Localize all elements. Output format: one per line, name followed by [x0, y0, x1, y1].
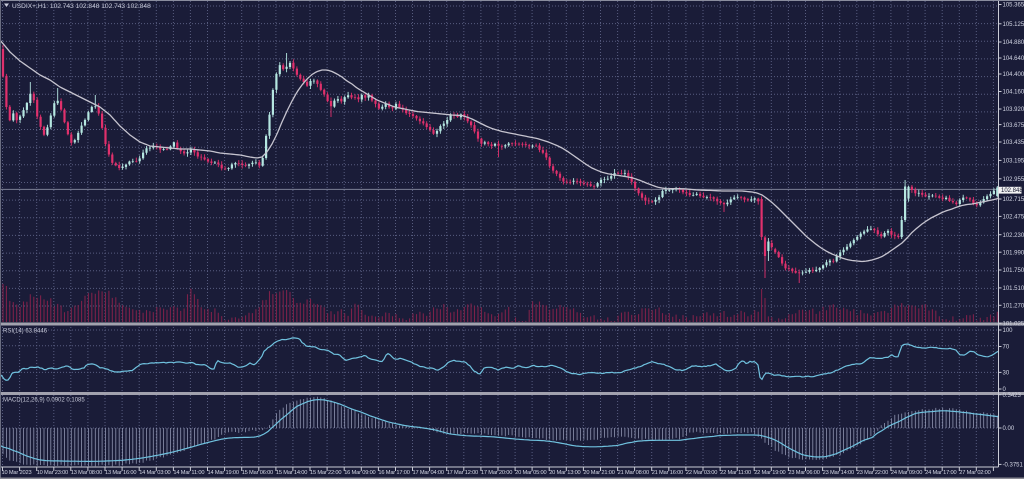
svg-text:17 Mar 20:00: 17 Mar 20:00 — [481, 470, 512, 476]
svg-text:15 Mar 06:00: 15 Mar 06:00 — [242, 470, 273, 476]
svg-text:21 Mar 08:00: 21 Mar 08:00 — [618, 470, 649, 476]
svg-text:104.400: 104.400 — [1003, 72, 1024, 78]
svg-text:101.750: 101.750 — [1003, 268, 1024, 274]
svg-text:USDIX+,H1: 102.743 102.848 102: USDIX+,H1: 102.743 102.848 102.743 102.8… — [12, 3, 151, 10]
svg-text:23 Mar 06:00: 23 Mar 06:00 — [788, 470, 819, 476]
svg-text:24 Mar 17:00: 24 Mar 17:00 — [925, 470, 956, 476]
svg-text:24 Mar 09:00: 24 Mar 09:00 — [891, 470, 922, 476]
svg-text:101.270: 101.270 — [1003, 304, 1024, 310]
svg-text:10 Mar 23:00: 10 Mar 23:00 — [37, 470, 68, 476]
svg-text:15 Mar 22:00: 15 Mar 22:00 — [310, 470, 341, 476]
svg-text:22 Mar 11:00: 22 Mar 11:00 — [720, 470, 751, 476]
svg-text:23 Mar 22:00: 23 Mar 22:00 — [857, 470, 888, 476]
svg-text:101.510: 101.510 — [1003, 286, 1024, 292]
svg-text:103.435: 103.435 — [1003, 140, 1024, 146]
svg-text:20 Mar 05:00: 20 Mar 05:00 — [515, 470, 546, 476]
svg-text:0.00: 0.00 — [1003, 426, 1015, 432]
svg-text:105.125: 105.125 — [1003, 22, 1024, 28]
svg-text:14 Mar 03:00: 14 Mar 03:00 — [139, 470, 170, 476]
svg-text:23 Mar 14:00: 23 Mar 14:00 — [823, 470, 854, 476]
svg-text:70: 70 — [1003, 345, 1010, 351]
svg-text:27 Mar 02:00: 27 Mar 02:00 — [959, 470, 990, 476]
svg-text:103.195: 103.195 — [1003, 159, 1024, 165]
svg-text:13 Mar 08:00: 13 Mar 08:00 — [71, 470, 102, 476]
svg-text:-0.3751: -0.3751 — [1003, 463, 1024, 469]
svg-text:104.880: 104.880 — [1003, 40, 1024, 46]
svg-text:105.365: 105.365 — [1003, 3, 1024, 9]
svg-text:102.475: 102.475 — [1003, 215, 1024, 221]
svg-text:16 Mar 09:00: 16 Mar 09:00 — [344, 470, 375, 476]
svg-text:0.3423: 0.3423 — [1003, 393, 1022, 399]
svg-text:101.025: 101.025 — [1003, 322, 1024, 328]
svg-text:15 Mar 14:00: 15 Mar 14:00 — [276, 470, 307, 476]
svg-text:13 Mar 16:00: 13 Mar 16:00 — [105, 470, 136, 476]
svg-text:103.920: 103.920 — [1003, 107, 1024, 113]
svg-text:22 Mar 03:00: 22 Mar 03:00 — [686, 470, 717, 476]
svg-text:10 Mar 2023: 10 Mar 2023 — [2, 470, 32, 476]
svg-text:20 Mar 13:00: 20 Mar 13:00 — [549, 470, 580, 476]
svg-text:0: 0 — [1003, 387, 1007, 393]
svg-text:22 Mar 19:00: 22 Mar 19:00 — [754, 470, 785, 476]
svg-text:30: 30 — [1003, 371, 1010, 377]
svg-text:17 Mar 12:00: 17 Mar 12:00 — [447, 470, 478, 476]
svg-text:103.675: 103.675 — [1003, 123, 1024, 129]
svg-text:104.160: 104.160 — [1003, 90, 1024, 96]
svg-text:17 Mar 04:00: 17 Mar 04:00 — [413, 470, 444, 476]
svg-text:20 Mar 21:00: 20 Mar 21:00 — [583, 470, 614, 476]
svg-text:101.990: 101.990 — [1003, 250, 1024, 256]
svg-text:14 Mar 11:00: 14 Mar 11:00 — [173, 470, 204, 476]
svg-text:102.848: 102.848 — [1001, 188, 1023, 194]
svg-text:16 Mar 17:00: 16 Mar 17:00 — [378, 470, 409, 476]
svg-text:100: 100 — [1003, 328, 1014, 334]
svg-text:21 Mar 16:00: 21 Mar 16:00 — [652, 470, 683, 476]
svg-text:MACD(12,26,9) 0.0902 0.1085: MACD(12,26,9) 0.0902 0.1085 — [3, 398, 85, 404]
svg-text:102.230: 102.230 — [1003, 233, 1024, 239]
svg-text:102.715: 102.715 — [1003, 197, 1024, 203]
svg-text:104.640: 104.640 — [1003, 56, 1024, 62]
svg-text:RSI(14) 63.8446: RSI(14) 63.8446 — [3, 329, 48, 335]
svg-text:14 Mar 19:00: 14 Mar 19:00 — [208, 470, 239, 476]
svg-text:102.955: 102.955 — [1003, 177, 1024, 183]
